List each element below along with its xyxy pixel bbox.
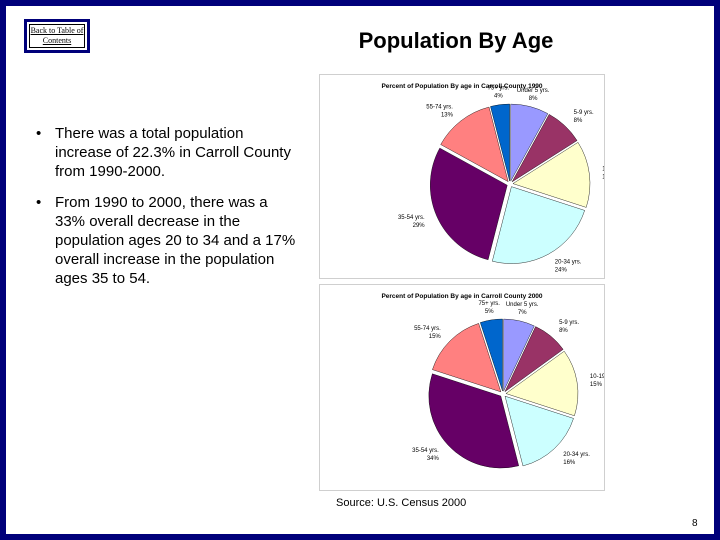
pie-slice-4 — [430, 147, 508, 261]
bullet-text: From 1990 to 2000, there was a 33% overa… — [55, 194, 296, 287]
pie-slice-6 — [490, 103, 510, 182]
bullet-list: • There was a total population increase … — [30, 124, 300, 300]
slice-percent-label: 34% — [427, 456, 440, 462]
slice-label: 35-54 yrs. — [398, 215, 425, 221]
pie-chart-2000: Percent of Population By age in Carroll … — [319, 284, 605, 491]
slice-percent-label: 16% — [563, 460, 576, 466]
slice-label: 35-54 yrs. — [412, 448, 439, 454]
slice-label: 75+ yrs. — [488, 86, 510, 92]
slice-label: 55-74 yrs. — [426, 105, 453, 111]
pie-slice-1 — [504, 326, 564, 392]
source-note: Source: U.S. Census 2000 — [336, 497, 467, 509]
bullet-text: There was a total population increase of… — [55, 125, 291, 180]
pie-chart-1990: Percent of Population By age in Carroll … — [319, 74, 605, 279]
slice-label: 20-34 yrs. — [563, 452, 590, 458]
slice-label: Under 5 yrs. — [517, 88, 550, 94]
slice-label: 55-74 yrs. — [414, 326, 441, 332]
slice-label: 5-9 yrs. — [559, 320, 579, 326]
bullet-item: • There was a total population increase … — [30, 124, 300, 181]
slice-percent-label: 4% — [494, 94, 503, 100]
pie-slice-6 — [480, 318, 503, 392]
slice-percent-label: 8% — [574, 118, 583, 124]
slice-percent-label: 13% — [441, 113, 454, 119]
pie-slice-3 — [492, 186, 585, 264]
pie-slice-5 — [440, 106, 509, 183]
pie-slice-2 — [505, 350, 579, 417]
pie-slice-5 — [432, 323, 502, 393]
pie-slice-0 — [510, 103, 549, 182]
back-to-contents-label: Back to Table of Contents — [30, 26, 84, 45]
pie-chart-1990-svg: Percent of Population By age in Carroll … — [381, 83, 604, 273]
pie-slice-1 — [511, 114, 578, 182]
pie-chart-2000-svg: Percent of Population By age in Carroll … — [381, 293, 604, 469]
slice-label: 10-19 yrs. — [590, 374, 604, 380]
pie-slice-0 — [503, 318, 535, 392]
slice-percent-label: 29% — [413, 223, 426, 229]
bullet-symbol: • — [36, 194, 42, 211]
slice-label: 75+ yrs. — [478, 301, 500, 307]
slice-percent-label: 15% — [590, 382, 603, 388]
slice-label: 5-9 yrs. — [574, 110, 594, 116]
slice-percent-label: 7% — [518, 310, 527, 316]
slice-percent-label: 15% — [429, 334, 442, 340]
bullet-item: • From 1990 to 2000, there was a 33% ove… — [30, 193, 300, 288]
slice-percent-label: 8% — [559, 328, 568, 334]
slide-title: Population By Age — [358, 28, 554, 53]
chart-title: Percent of Population By age in Carroll … — [381, 293, 542, 300]
slice-label: Under 5 yrs. — [506, 302, 539, 308]
slice-label: 20-34 yrs. — [555, 259, 582, 265]
slice-percent-label: 14% — [602, 174, 604, 180]
chart-title: Percent of Population By age in Carroll … — [381, 83, 542, 90]
page-number: 8 — [692, 518, 698, 529]
slice-label: 10-19 yrs. — [602, 166, 604, 172]
pie-slice-3 — [504, 395, 574, 467]
bullet-symbol: • — [36, 125, 42, 142]
pie-slice-2 — [512, 142, 591, 208]
slice-percent-label: 5% — [485, 309, 494, 315]
slice-percent-label: 8% — [529, 96, 538, 102]
pie-slice-4 — [428, 373, 519, 469]
slice-percent-label: 24% — [555, 267, 568, 273]
back-to-contents-button[interactable]: Back to Table of Contents — [24, 19, 90, 53]
